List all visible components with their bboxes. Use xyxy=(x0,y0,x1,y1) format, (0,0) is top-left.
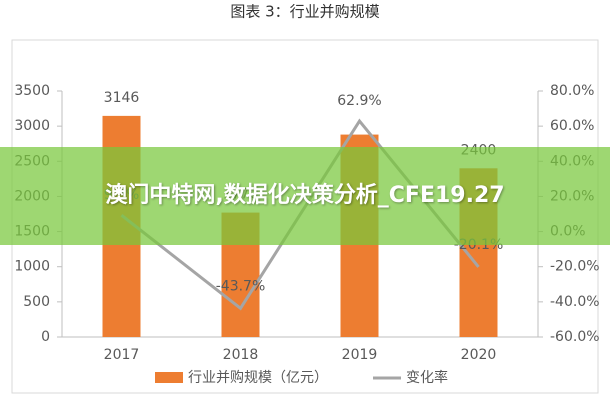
legend-label: 变化率 xyxy=(406,369,448,386)
banner: 澳门中特网,数据化决策分析_CFE19.27 xyxy=(0,147,610,245)
y-tick-label: 1000 xyxy=(14,259,50,275)
banner-text: 澳门中特网,数据化决策分析_CFE19.27 xyxy=(105,183,505,208)
line-value-label: 62.9% xyxy=(337,93,381,109)
y-tick-label: 500 xyxy=(23,294,50,310)
x-tick-label: 2019 xyxy=(342,347,378,363)
chart-title: 图表 3：行业并购规模 xyxy=(230,3,379,21)
y-tick-label: 0 xyxy=(41,329,50,345)
y-tick-label: 3000 xyxy=(14,118,50,134)
y2-tick-label: -40.0% xyxy=(550,294,600,310)
y2-tick-label: -20.0% xyxy=(550,259,600,275)
x-tick-label: 2018 xyxy=(223,347,259,363)
x-tick-label: 2020 xyxy=(461,347,497,363)
y2-tick-label: 60.0% xyxy=(550,118,594,134)
x-tick-label: 2017 xyxy=(104,347,140,363)
line-value-label: -43.7% xyxy=(216,278,266,294)
y-tick-label: 3500 xyxy=(14,83,50,99)
legend-swatch xyxy=(155,372,183,383)
y2-tick-label: 80.0% xyxy=(550,83,594,99)
legend-label: 行业并购规模（亿元） xyxy=(188,370,328,386)
bar-value-label: 3146 xyxy=(104,90,140,106)
y2-tick-label: -60.0% xyxy=(550,329,600,345)
